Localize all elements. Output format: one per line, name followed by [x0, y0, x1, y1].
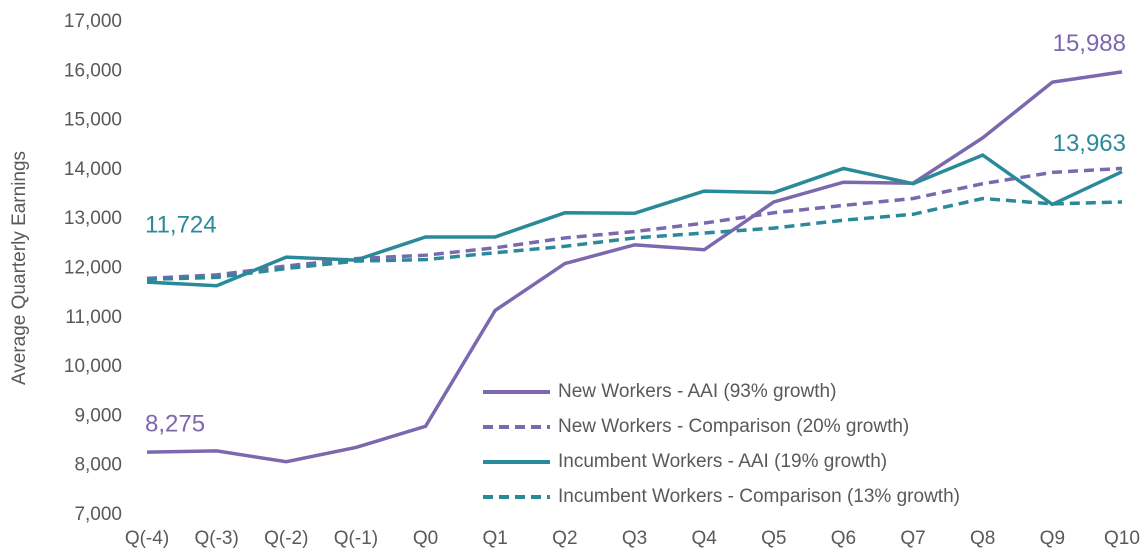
x-tick-label: Q(-2): [264, 528, 308, 549]
x-tick-label: Q2: [552, 528, 577, 549]
y-tick-label: 11,000: [65, 307, 122, 328]
x-tick-label: Q(-1): [334, 528, 378, 549]
legend-label: Incumbent Workers - AAI (19% growth): [558, 451, 887, 472]
series-line: [146, 196, 1123, 282]
legend-label: New Workers - Comparison (20% growth): [558, 416, 909, 437]
y-tick-label: 8,000: [74, 455, 122, 476]
y-tick-label: 10,000: [64, 356, 122, 377]
y-tick-label: 7,000: [74, 504, 122, 525]
x-tick-label: Q4: [691, 528, 717, 549]
series-line: [146, 166, 1123, 281]
y-tick-label: 12,000: [64, 258, 122, 279]
data-label: 11,724: [145, 211, 217, 238]
x-tick-label: Q7: [900, 528, 925, 549]
x-tick-label: Q5: [761, 528, 786, 549]
data-label: 13,963: [1053, 130, 1126, 157]
x-tick-label: Q6: [831, 528, 856, 549]
x-tick-label: Q8: [970, 528, 995, 549]
y-axis-label: Average Quarterly Earnings: [9, 151, 30, 385]
data-label: 15,988: [1053, 30, 1126, 57]
y-tick-label: 9,000: [74, 405, 122, 426]
x-tick-label: Q1: [483, 528, 508, 549]
y-tick-label: 13,000: [64, 208, 122, 229]
y-tick-label: 14,000: [64, 159, 122, 180]
x-tick-label: Q(-3): [194, 528, 238, 549]
y-tick-label: 15,000: [64, 110, 122, 131]
data-label: 8,275: [145, 410, 205, 437]
x-tick-label: Q9: [1040, 528, 1065, 549]
y-tick-label: 17,000: [64, 11, 122, 32]
x-tick-label: Q10: [1104, 528, 1140, 549]
legend-label: New Workers - AAI (93% growth): [558, 381, 836, 402]
x-tick-label: Q(-4): [125, 528, 169, 549]
y-tick-label: 16,000: [64, 60, 122, 81]
series-line: [146, 70, 1123, 464]
series-line: [146, 153, 1123, 288]
legend-label: Incumbent Workers - Comparison (13% grow…: [558, 486, 960, 507]
x-tick-label: Q0: [413, 528, 438, 549]
x-tick-label: Q3: [622, 528, 647, 549]
